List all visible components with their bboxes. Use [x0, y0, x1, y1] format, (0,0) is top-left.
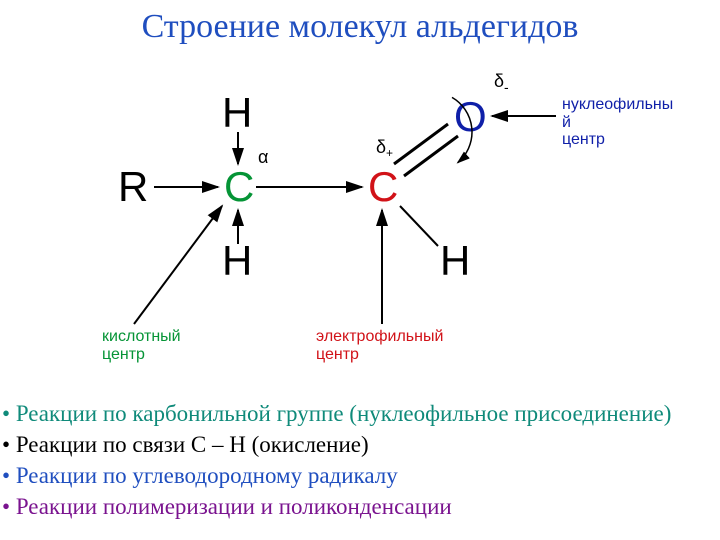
annotation-line: й	[562, 114, 571, 131]
label-plus: +	[386, 147, 393, 159]
label-minus: -	[504, 80, 509, 94]
label-delta-plus: δ	[376, 138, 386, 156]
annotation-line: электрофильный	[316, 328, 443, 345]
list-item: Реакции по углеводородному радикалу	[2, 460, 718, 491]
annotation-line: центр	[316, 346, 359, 363]
list-item: Реакции полимеризации и поликонденсации	[2, 491, 718, 522]
list-item: Реакции по связи С – Н (окисление)	[2, 429, 718, 460]
label-delta-minus: δ	[494, 72, 504, 90]
atom-r: R	[118, 166, 148, 208]
annotation-line: центр	[102, 346, 145, 363]
annotation-line: центр	[562, 131, 605, 148]
atom-c-alpha: C	[224, 166, 254, 208]
atom-o: O	[454, 96, 487, 138]
atom-c-carbonyl: C	[368, 166, 398, 208]
annotation-line: нуклеофильны	[562, 96, 673, 113]
page-title: Строение молекул альдегидов	[0, 0, 720, 46]
atom-h-bottom: H	[222, 240, 252, 282]
atom-h-top: H	[222, 92, 252, 134]
annotation-line: кислотный	[102, 328, 181, 345]
atom-h-right: H	[440, 240, 470, 282]
annotation-acid: кислотный центр	[102, 328, 181, 363]
structure-diagram: R C C O H H H α δ + δ - нуклеофильны й ц…	[0, 46, 720, 386]
annotation-electrophilic: электрофильный центр	[316, 328, 443, 363]
label-alpha: α	[258, 148, 268, 166]
reactions-list: Реакции по карбонильной группе (нуклеофи…	[2, 398, 718, 522]
annotation-nucleophilic: нуклеофильны й центр	[562, 96, 673, 149]
list-item: Реакции по карбонильной группе (нуклеофи…	[2, 398, 718, 429]
